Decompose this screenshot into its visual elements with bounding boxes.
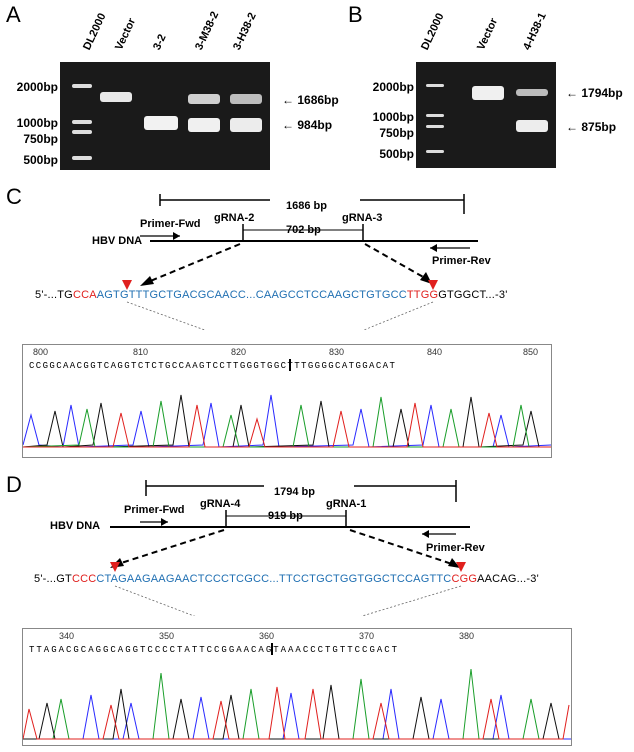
sequence-line-d: 5'-...GTCCCCTAGAAGAAGAACTCCCTCGCC...TTCC… — [34, 573, 539, 585]
panel-letter-b: B — [348, 2, 363, 27]
grna-1-label: gRNA-1 — [326, 498, 367, 510]
lane-label-dl2000-b: DL2000 — [419, 11, 447, 52]
lane-label-vector-b: Vector — [475, 16, 501, 53]
axis-tick: 340 — [59, 631, 75, 641]
hbv-dna-label-c: HBV DNA — [92, 235, 143, 247]
trace-plot-c — [23, 394, 551, 448]
band-size-label-984: ← 984bp — [282, 118, 333, 132]
gel-image-a — [60, 62, 270, 170]
deletion-size-c: 702 bp — [286, 224, 321, 236]
grna-4-label: gRNA-4 — [200, 498, 241, 510]
ladder-label-750-b: 750bp — [379, 126, 414, 140]
lane-label-3-2: 3-2 — [151, 32, 169, 52]
primer-rev-label-c: Primer-Rev — [432, 255, 491, 267]
panel-letter-d: D — [6, 472, 22, 497]
axis-tick: 380 — [459, 631, 475, 641]
primer-fwd-label-c: Primer-Fwd — [140, 218, 201, 230]
axis-tick: 840 — [427, 347, 443, 357]
grna-3-label: gRNA-3 — [342, 212, 383, 224]
panel-letter-c: C — [6, 184, 22, 209]
base-calls-c: CCGGCAACGGTCAGGTCTCTGCCAAGTCCTTGGGTGGCTT… — [29, 361, 397, 371]
primer-rev-label-d: Primer-Rev — [426, 542, 485, 554]
amplicon-size-d: 1794 bp — [274, 486, 315, 498]
lane-label-3-h38-2: 3-H38-2 — [231, 10, 259, 52]
ladder-label-1000: 1000bp — [16, 116, 58, 130]
hbv-dna-label-d: HBV DNA — [50, 520, 101, 532]
lane-label-3-m38-2: 3-M38-2 — [193, 9, 222, 53]
lane-label-4-h38-1: 4-H38-1 — [521, 10, 549, 52]
axis-tick: 850 — [523, 347, 539, 357]
trace-plot-d — [23, 668, 571, 740]
axis-tick: 370 — [359, 631, 375, 641]
ladder-label-2000-b: 2000bp — [372, 80, 414, 94]
sequence-line-c: 5'-...TGCCAAGTGTTTGCTGACGCAACC...CAAGCCT… — [35, 289, 508, 301]
ladder-label-2000: 2000bp — [16, 80, 58, 94]
chromatogram-c: 800 810 820 830 840 850 CCGGCAACGGTCAGGT… — [22, 344, 552, 458]
amplicon-size-c: 1686 bp — [286, 200, 327, 212]
band-size-label-875: ← 875bp — [566, 120, 617, 134]
ladder-label-500: 500bp — [23, 153, 58, 167]
axis-tick: 360 — [259, 631, 275, 641]
ladder-label-750: 750bp — [23, 132, 58, 146]
chromatogram-d: 340 350 360 370 380 TTAGACGCAGGCAGGTCCCC… — [22, 628, 572, 746]
lane-label-vector: Vector — [113, 16, 139, 53]
deletion-diagram-d — [110, 480, 470, 616]
lane-label-dl2000: DL2000 — [81, 11, 109, 52]
band-size-label-1794: ← 1794bp — [566, 86, 623, 100]
band-size-label-1686: ← 1686bp — [282, 93, 339, 107]
axis-tick: 830 — [329, 347, 345, 357]
base-calls-d: TTAGACGCAGGCAGGTCCCCTATTCCGGAACAGTAAACCC… — [29, 645, 400, 655]
primer-fwd-label-d: Primer-Fwd — [124, 504, 185, 516]
grna-2-label: gRNA-2 — [214, 212, 255, 224]
ladder-label-1000-b: 1000bp — [372, 110, 414, 124]
ladder-label-500-b: 500bp — [379, 147, 414, 161]
axis-tick: 350 — [159, 631, 175, 641]
deletion-size-d: 919 bp — [268, 510, 303, 522]
panel-letter-a: A — [6, 2, 21, 27]
axis-tick: 800 — [33, 347, 49, 357]
gel-image-b — [416, 62, 556, 168]
deletion-diagram-c — [122, 194, 478, 330]
axis-tick: 810 — [133, 347, 149, 357]
axis-tick: 820 — [231, 347, 247, 357]
